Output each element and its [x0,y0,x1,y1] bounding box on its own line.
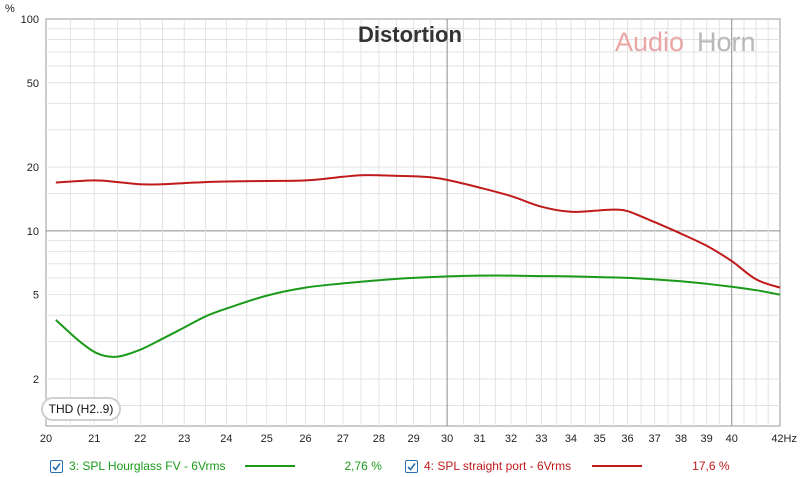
x-tick-label: 27 [337,433,349,445]
y-tick-label: 50 [27,78,39,90]
legend-value-straight-port: 17,6 % [692,459,730,473]
x-tick-label: 32 [505,433,517,445]
y-axis-unit: % [5,3,15,15]
x-tick-label: 21 [88,433,100,445]
tick-labels: 100 50 20 10 5 2 20 21 22 23 24 25 26 27 28 29 30 31 32 33 3… [21,14,797,445]
brand-part-1: Audio [615,27,684,57]
check-icon [407,462,416,471]
legend-checkbox-straight-port[interactable] [405,459,418,473]
x-tick-label: 22 [134,433,146,445]
x-tick-label: 31 [473,433,485,445]
series-line-1 [55,174,781,289]
x-tick-label: 23 [178,433,190,445]
x-tick-label: 36 [621,433,633,445]
x-tick-label: 20 [40,433,52,445]
x-tick-label: 39 [701,433,713,445]
y-tick-label: 5 [33,290,39,302]
series-layer [55,174,781,358]
x-tick-label: 26 [299,433,311,445]
x-tick-label: 34 [565,433,577,445]
legend-swatch-hourglass [244,465,295,467]
x-tick-label: 37 [648,433,660,445]
x-tick-label: 30 [441,433,453,445]
y-tick-label: 20 [27,162,39,174]
x-tick-label: 42Hz [771,433,797,445]
x-tick-label: 28 [373,433,385,445]
y-tick-label: 100 [21,14,39,26]
plot-frame [45,18,781,427]
legend-checkbox-hourglass[interactable] [50,459,63,473]
grid [45,18,781,427]
legend-swatch-straight-port [592,465,643,467]
chart-title: Distortion [358,22,462,47]
brand-part-2: Horn [697,27,756,57]
x-tick-label: 29 [407,433,419,445]
y-tick-label: 2 [33,374,39,386]
legend-value-hourglass: 2,76 % [344,459,382,473]
x-tick-label: 25 [261,433,273,445]
series-line-0 [55,274,781,358]
thd-badge[interactable]: THD (H2..9) [41,397,121,421]
legend-label-hourglass: 3: SPL Hourglass FV - 6Vrms [69,459,226,473]
legend-label-straight-port: 4: SPL straight port - 6Vrms [424,459,572,473]
x-tick-label: 33 [535,433,547,445]
x-tick-label: 35 [594,433,606,445]
x-tick-label: 24 [220,433,232,445]
legend-item-hourglass[interactable]: 3: SPL Hourglass FV - 6Vrms 2,76 % [50,457,382,475]
x-tick-label: 38 [675,433,687,445]
x-tick-label: 40 [726,433,738,445]
legend-item-straight-port[interactable]: 4: SPL straight port - 6Vrms 17,6 % [405,457,730,475]
y-tick-label: 10 [27,226,39,238]
check-icon [52,462,61,471]
